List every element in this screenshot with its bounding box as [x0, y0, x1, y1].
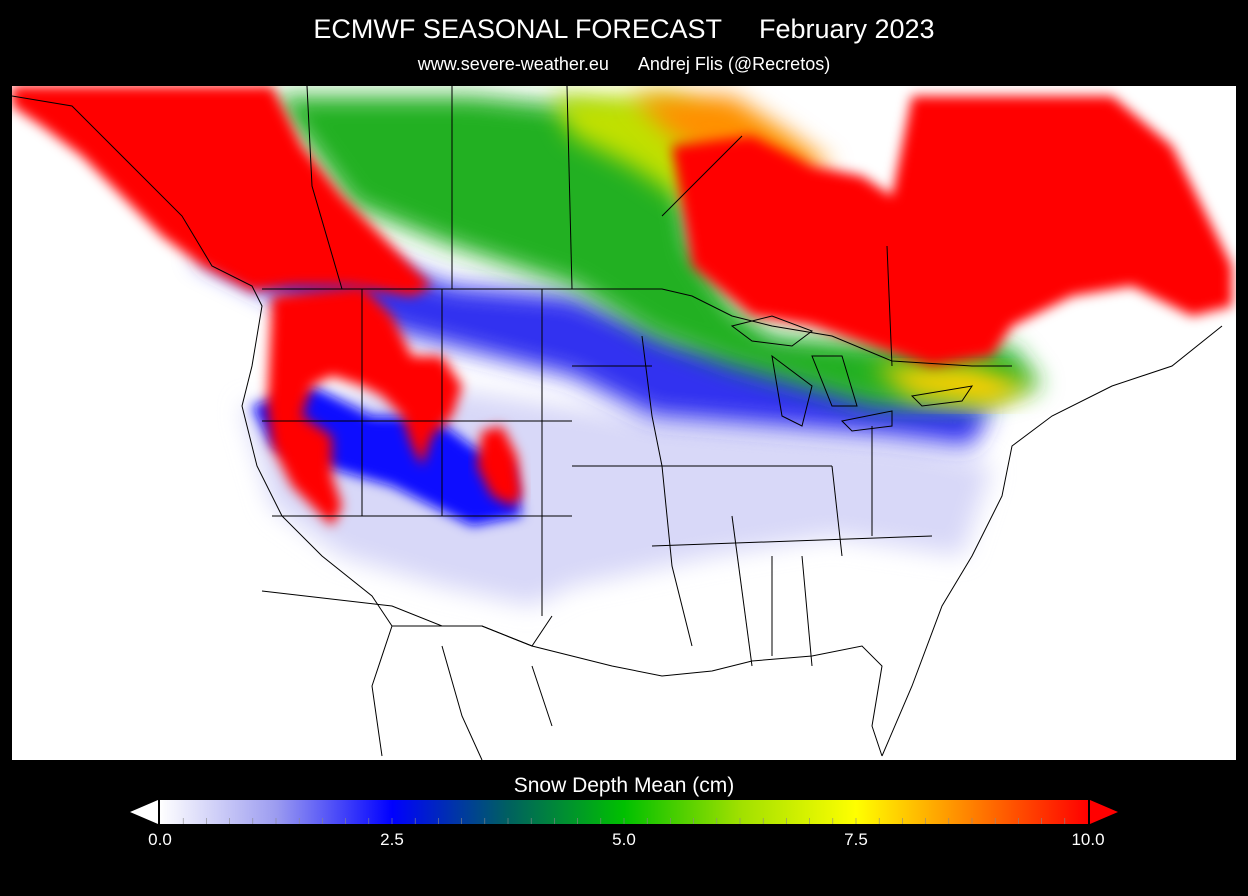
colorbar-tick-label: 2.5: [380, 830, 404, 849]
colorbar-over-arrow: [1090, 800, 1118, 824]
colorbar-under-arrow: [130, 800, 158, 824]
legend-label: Snow Depth Mean (cm): [513, 774, 735, 797]
colorbar-ticks: [182, 818, 1066, 824]
colorbar-tick-label: 5.0: [612, 830, 636, 849]
colorbar-tick-label: 10.0: [1071, 830, 1105, 849]
colorbar-tick-label: 0.0: [148, 830, 172, 849]
map-subtitle: www.severe-weather.eu Andrej Flis (@Recr…: [417, 54, 831, 74]
snow-depth-map: [12, 86, 1236, 760]
boundaries: [12, 86, 1223, 760]
snow-depth-field: [12, 86, 1232, 606]
colorbar-tick-label: 7.5: [844, 830, 868, 849]
colorbar: [130, 800, 1118, 824]
map-title: ECMWF SEASONAL FORECAST February 2023: [313, 14, 935, 44]
